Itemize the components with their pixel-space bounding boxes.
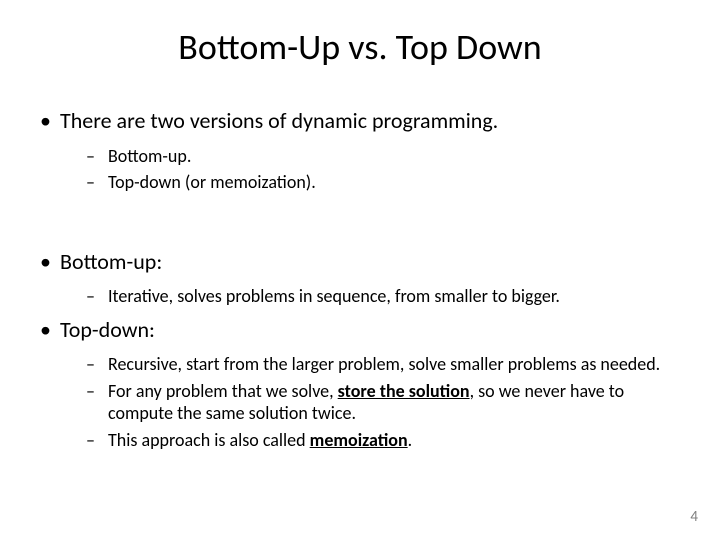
text-part: This approach is also called [108, 429, 310, 451]
emphasis-memoization: memoization [310, 429, 408, 451]
sub-store-solution: For any problem that we solve, store the… [38, 380, 690, 425]
sub-bottom-up-name: Bottom-up. [38, 145, 690, 168]
spacer [38, 198, 690, 248]
sub-top-down-name: Top-down (or memoization). [38, 171, 690, 194]
emphasis-store: store the solution [338, 380, 470, 402]
sub-memoization: This approach is also called memoization… [38, 429, 690, 452]
text-part: . [408, 429, 413, 451]
sub-recursive: Recursive, start from the larger problem… [38, 353, 690, 376]
bullet-intro: There are two versions of dynamic progra… [38, 107, 690, 135]
page-number: 4 [690, 508, 698, 526]
slide-title: Bottom-Up vs. Top Down [30, 25, 690, 69]
bullet-bottom-up: Bottom-up: [38, 248, 690, 276]
bullet-top-down: Top-down: [38, 316, 690, 344]
text-part: For any problem that we solve, [108, 380, 338, 402]
content-area: There are two versions of dynamic progra… [30, 107, 690, 451]
sub-iterative: Iterative, solves problems in sequence, … [38, 285, 690, 308]
